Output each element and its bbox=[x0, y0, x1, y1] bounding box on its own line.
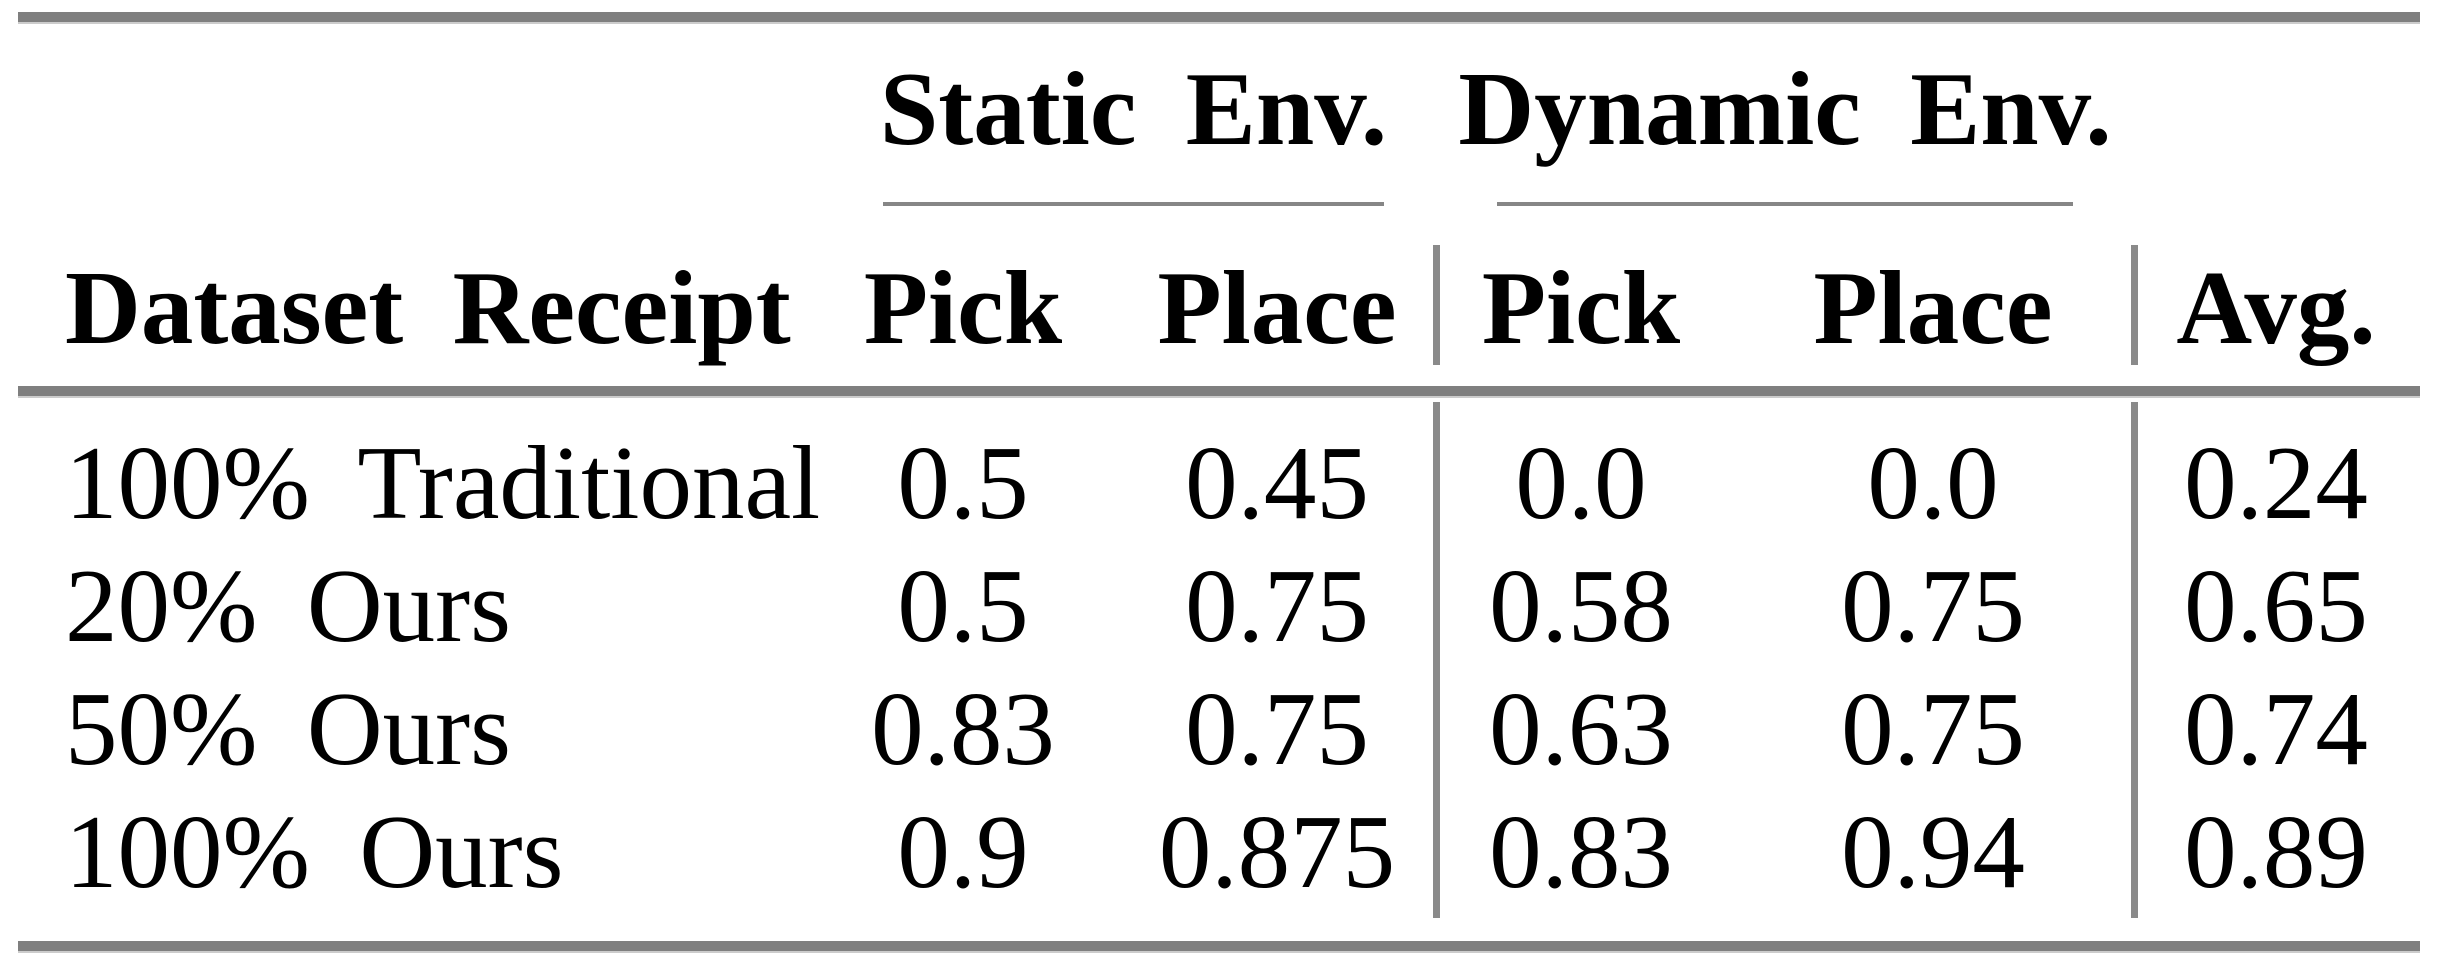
cell-dynamic-place: 0.0 bbox=[1867, 424, 1999, 541]
vertical-divider-static-dynamic-header bbox=[1433, 245, 1440, 365]
cell-static-pick: 0.5 bbox=[897, 547, 1029, 664]
row-label: 100% Traditional bbox=[65, 424, 821, 541]
col-header-avg: Avg. bbox=[2176, 249, 2376, 366]
cell-dynamic-pick: 0.58 bbox=[1489, 547, 1673, 664]
cell-dynamic-pick: 0.63 bbox=[1489, 670, 1673, 787]
cell-static-place: 0.875 bbox=[1158, 793, 1396, 910]
bottom-rule bbox=[18, 941, 2420, 953]
vertical-divider-avg-body bbox=[2131, 402, 2138, 918]
cell-avg: 0.89 bbox=[2184, 793, 2368, 910]
vertical-divider-static-dynamic-body bbox=[1433, 402, 1440, 918]
col-header-dataset-receipt: Dataset Receipt bbox=[65, 249, 791, 366]
col-header-static-place: Place bbox=[1157, 249, 1397, 366]
table-row: 100% Traditional 0.5 0.45 0.0 0.0 0.24 bbox=[0, 425, 2440, 540]
table-row: 100% Ours 0.9 0.875 0.83 0.94 0.89 bbox=[0, 794, 2440, 909]
cell-static-pick: 0.5 bbox=[897, 424, 1029, 541]
cell-avg: 0.74 bbox=[2184, 670, 2368, 787]
cell-dynamic-place: 0.94 bbox=[1841, 793, 2025, 910]
group-header-dynamic-env: Dynamic Env. bbox=[1458, 49, 2112, 167]
table-row: 50% Ours 0.83 0.75 0.63 0.75 0.74 bbox=[0, 671, 2440, 786]
cell-dynamic-place: 0.75 bbox=[1841, 670, 2025, 787]
cell-static-place: 0.75 bbox=[1185, 670, 1369, 787]
cell-static-place: 0.45 bbox=[1185, 424, 1369, 541]
row-label: 20% Ours bbox=[65, 547, 511, 664]
top-rule bbox=[18, 12, 2420, 24]
cell-dynamic-pick: 0.0 bbox=[1515, 424, 1647, 541]
cell-static-pick: 0.83 bbox=[871, 670, 1055, 787]
cell-dynamic-pick: 0.83 bbox=[1489, 793, 1673, 910]
cell-avg: 0.65 bbox=[2184, 547, 2368, 664]
column-header-row: Dataset Receipt Pick Place Pick Place Av… bbox=[0, 250, 2440, 365]
static-env-underline bbox=[883, 202, 1384, 206]
table-row: 20% Ours 0.5 0.75 0.58 0.75 0.65 bbox=[0, 548, 2440, 663]
dynamic-env-underline bbox=[1497, 202, 2073, 206]
row-label: 100% Ours bbox=[65, 793, 564, 910]
group-header-static-env: Static Env. bbox=[879, 49, 1388, 167]
cell-avg: 0.24 bbox=[2184, 424, 2368, 541]
col-header-dynamic-place: Place bbox=[1813, 249, 2053, 366]
row-label: 50% Ours bbox=[65, 670, 511, 787]
cell-dynamic-place: 0.75 bbox=[1841, 547, 2025, 664]
vertical-divider-avg-header bbox=[2131, 245, 2138, 365]
cell-static-pick: 0.9 bbox=[897, 793, 1029, 910]
header-separator-rule bbox=[18, 386, 2420, 398]
cell-static-place: 0.75 bbox=[1185, 547, 1369, 664]
col-header-dynamic-pick: Pick bbox=[1481, 249, 1681, 366]
col-header-static-pick: Pick bbox=[863, 249, 1063, 366]
